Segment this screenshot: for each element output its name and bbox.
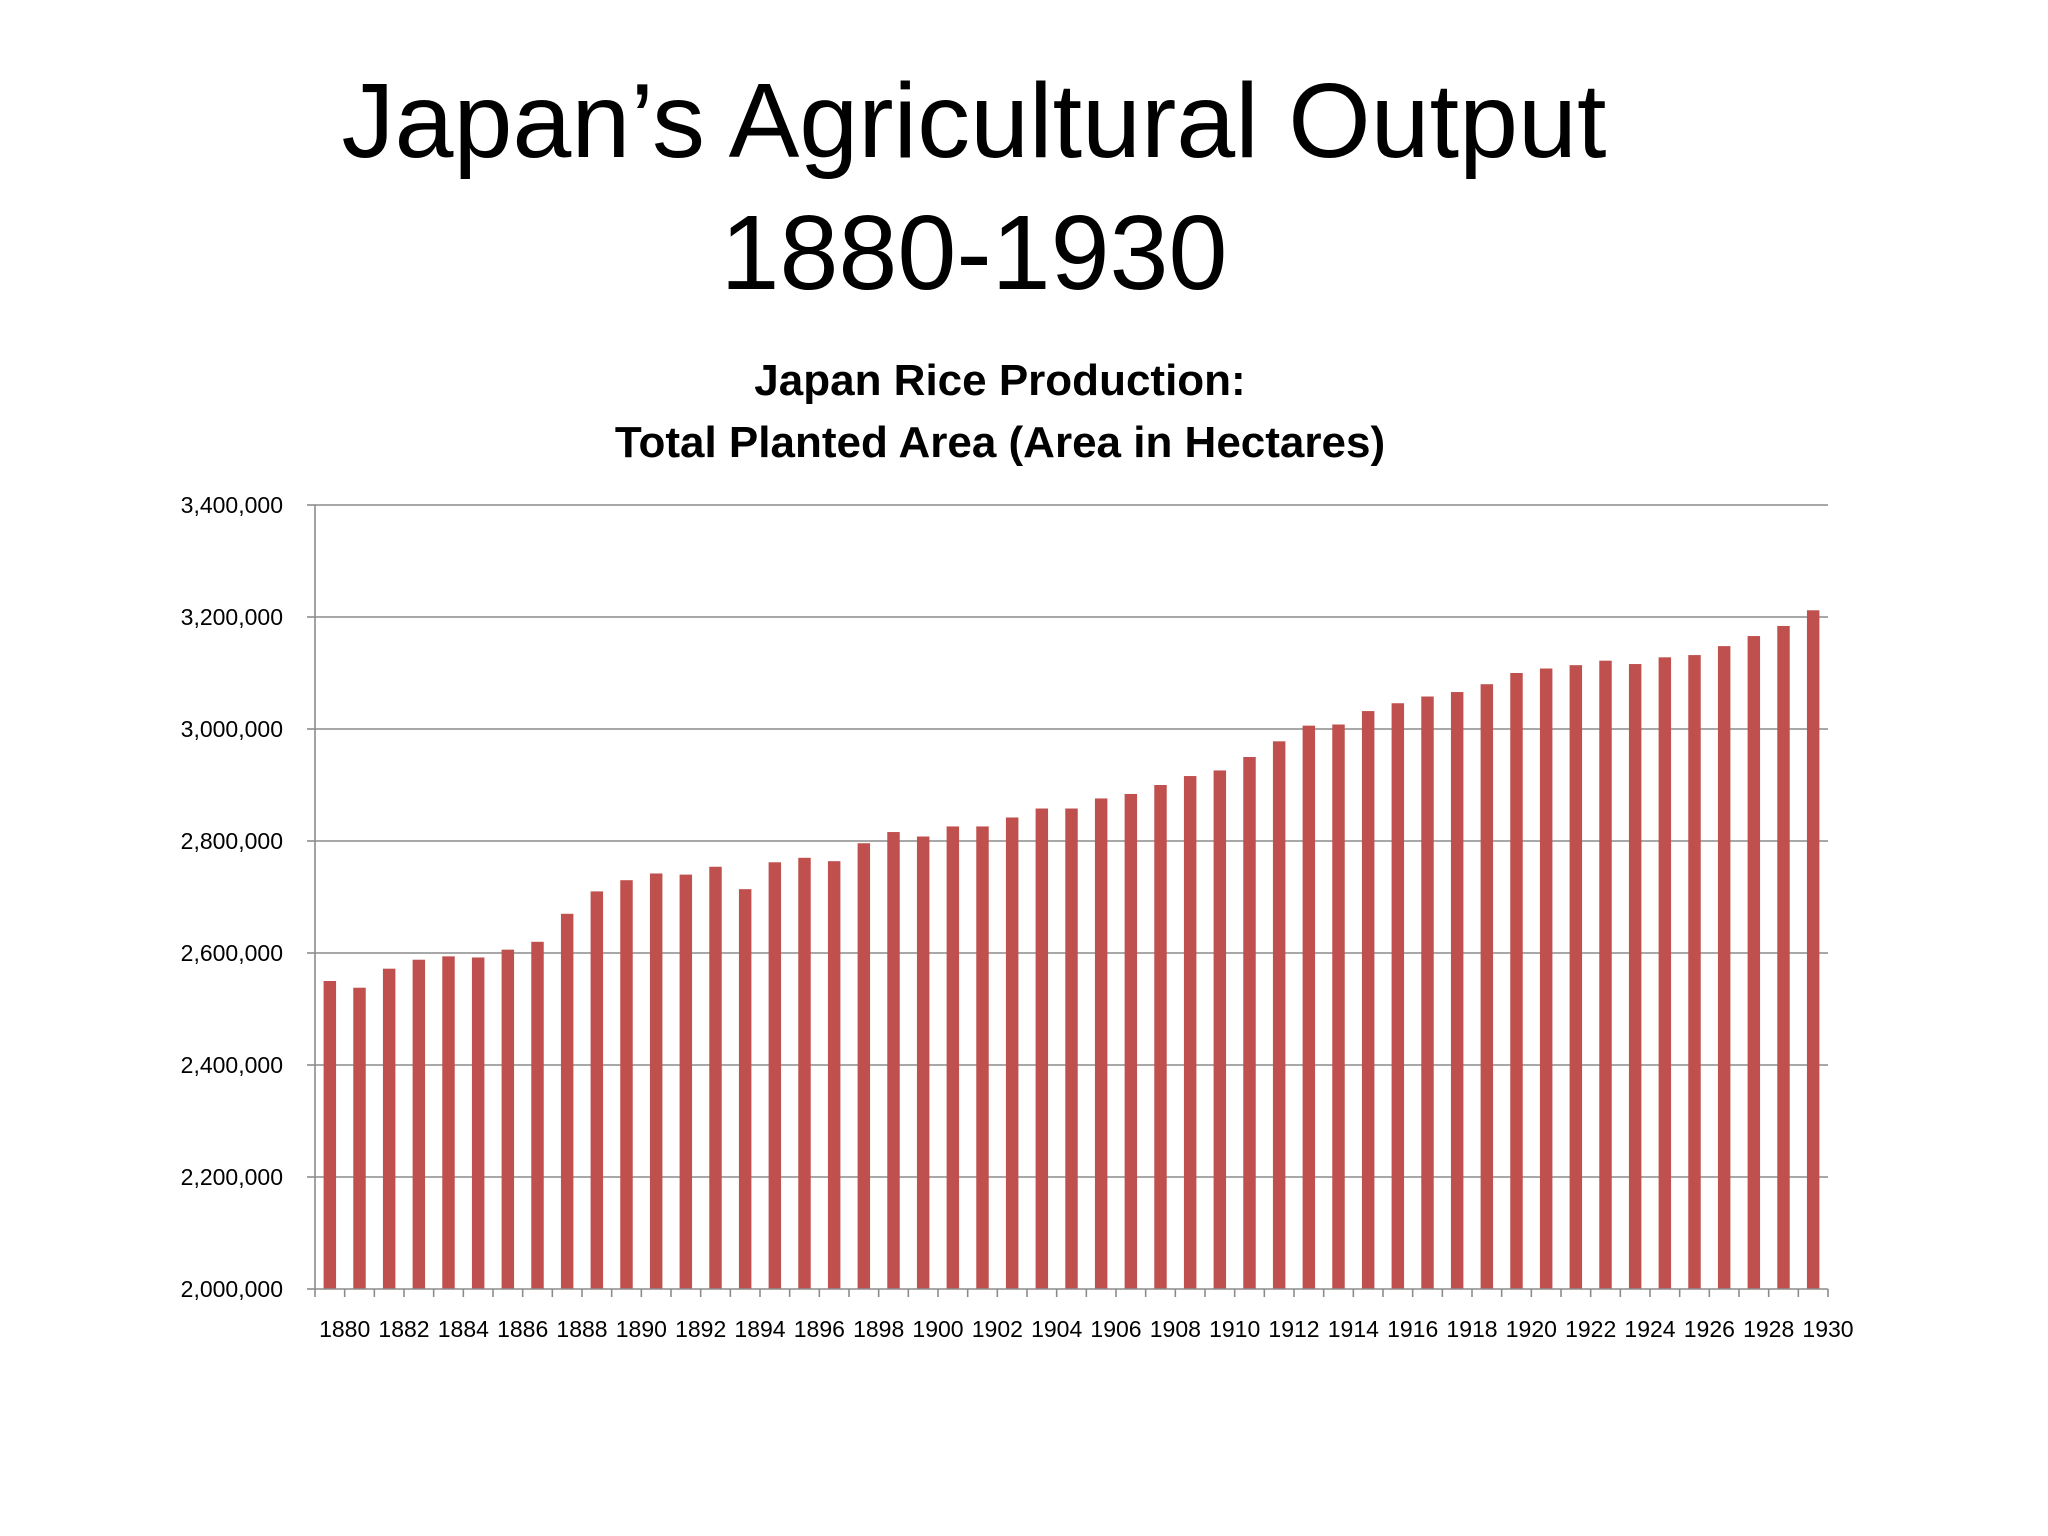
bar: [916, 836, 930, 1289]
bar: [857, 843, 871, 1289]
x-tick-label: 1904: [1031, 1316, 1082, 1342]
bar: [1569, 665, 1583, 1289]
y-tick-label: 3,200,000: [181, 604, 283, 630]
bar: [827, 861, 841, 1289]
x-tick-label: 1890: [616, 1316, 667, 1342]
x-tick-label: 1880: [319, 1316, 370, 1342]
bar: [1065, 808, 1078, 1289]
y-tick-label: 2,600,000: [181, 940, 283, 966]
bar: [382, 968, 396, 1289]
bar: [590, 891, 604, 1289]
y-tick-label: 2,200,000: [181, 1164, 283, 1190]
bar: [1272, 741, 1286, 1289]
x-tick-label: 1884: [438, 1316, 489, 1342]
x-tick-label: 1928: [1743, 1316, 1794, 1342]
bar: [1243, 757, 1256, 1289]
x-tick-label: 1902: [972, 1316, 1023, 1342]
bar: [501, 949, 515, 1289]
x-tick-label: 1914: [1328, 1316, 1379, 1342]
bar: [798, 857, 811, 1289]
bar: [1450, 692, 1464, 1289]
bar: [768, 862, 782, 1289]
x-tick-label: 1926: [1684, 1316, 1735, 1342]
bar: [1035, 808, 1049, 1289]
x-tick-label: 1930: [1802, 1316, 1853, 1342]
chart-title-line1: Japan Rice Production:: [754, 356, 1246, 405]
x-tick-label: 1886: [497, 1316, 548, 1342]
bar: [1658, 657, 1672, 1289]
bar: [1154, 785, 1167, 1289]
bar: [1183, 776, 1197, 1289]
bar: [1124, 793, 1138, 1289]
x-tick-label: 1922: [1565, 1316, 1616, 1342]
x-tick-label: 1916: [1387, 1316, 1438, 1342]
x-tick-label: 1920: [1506, 1316, 1557, 1342]
bar: [1302, 725, 1316, 1289]
bar: [1717, 646, 1731, 1289]
bar: [1539, 668, 1553, 1289]
x-tick-label: 1900: [912, 1316, 963, 1342]
bar: [1421, 696, 1434, 1289]
x-tick-label: 1896: [794, 1316, 845, 1342]
bar: [560, 913, 574, 1289]
bar: [1777, 625, 1790, 1289]
bar: [1510, 673, 1523, 1289]
bar: [1094, 798, 1108, 1289]
y-tick-label: 2,000,000: [181, 1276, 283, 1302]
slide-title-line1: Japan’s Agricultural Output: [341, 62, 1607, 180]
bar: [1628, 664, 1642, 1289]
bar: [1005, 817, 1019, 1289]
bar: [412, 959, 426, 1289]
bar: [471, 957, 485, 1289]
y-tick-label: 3,000,000: [181, 716, 283, 742]
slide-title-line2: 1880-1930: [720, 194, 1228, 312]
bar: [679, 874, 693, 1289]
bar: [1480, 684, 1494, 1289]
y-tick-label: 3,400,000: [181, 492, 283, 518]
slide-title: Japan’s Agricultural Output 1880-1930: [0, 55, 1948, 319]
x-tick-label: 1888: [556, 1316, 607, 1342]
bar: [738, 889, 752, 1289]
bar: [1213, 770, 1227, 1289]
bar: [709, 866, 722, 1289]
bar: [323, 981, 337, 1289]
y-tick-label: 2,800,000: [181, 828, 283, 854]
bar: [1332, 724, 1345, 1289]
bar: [649, 873, 663, 1289]
bar: [1361, 711, 1375, 1289]
bar: [1806, 610, 1820, 1289]
bar: [353, 987, 366, 1289]
x-tick-label: 1894: [734, 1316, 785, 1342]
bar: [946, 826, 960, 1289]
bar: [1747, 636, 1761, 1289]
bar: [1688, 655, 1701, 1289]
x-tick-label: 1918: [1446, 1316, 1497, 1342]
bar: [442, 956, 455, 1289]
x-tick-label: 1908: [1150, 1316, 1201, 1342]
bar: [976, 826, 989, 1289]
x-tick-label: 1912: [1268, 1316, 1319, 1342]
x-tick-label: 1882: [378, 1316, 429, 1342]
chart-title: Japan Rice Production: Total Planted Are…: [0, 350, 2000, 474]
bar: [531, 941, 544, 1289]
x-tick-label: 1910: [1209, 1316, 1260, 1342]
bar: [620, 880, 633, 1289]
bar: [1391, 703, 1405, 1289]
y-tick-label: 2,400,000: [181, 1052, 283, 1078]
chart-title-line2: Total Planted Area (Area in Hectares): [614, 418, 1386, 467]
x-tick-label: 1924: [1624, 1316, 1675, 1342]
x-tick-label: 1898: [853, 1316, 904, 1342]
x-tick-label: 1906: [1090, 1316, 1141, 1342]
bar: [887, 832, 900, 1289]
x-tick-label: 1892: [675, 1316, 726, 1342]
bar: [1599, 660, 1612, 1289]
